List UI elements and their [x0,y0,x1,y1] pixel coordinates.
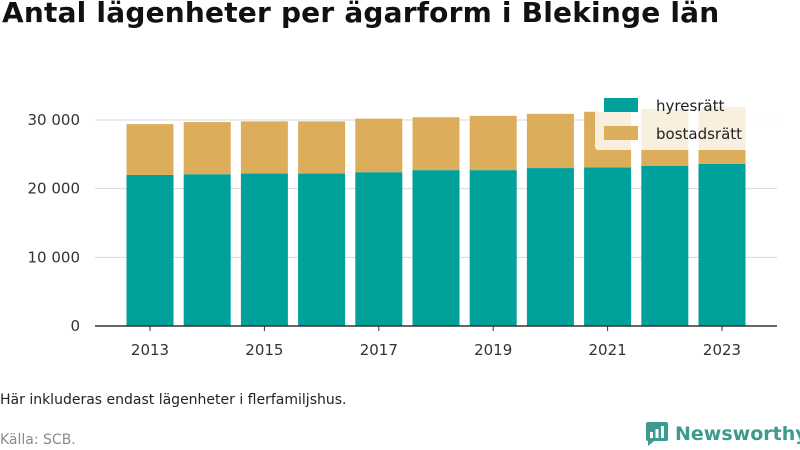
y-axis-tick-labels: 0 10 000 20 000 30 000 [28,111,81,335]
y-tick-label: 30 000 [28,111,81,129]
source-label: Källa: SCB. [0,432,76,448]
bar-bostadsratt-2018 [412,117,460,171]
x-axis-ticks: 2013 2015 2017 2019 2021 2023 [131,326,741,359]
x-tick-label: 2017 [360,341,398,359]
bar-hyresratt-2015 [240,173,288,326]
legend-background [595,86,777,150]
bar-hyresratt-2014 [183,174,231,326]
chart-title: Antal lägenheter per ägarform i Blekinge… [2,0,720,29]
x-tick-label: 2021 [589,341,627,359]
legend-label: bostadsrätt [656,125,742,143]
bar-bostadsratt-2015 [240,121,288,174]
bar-bostadsratt-2014 [183,122,231,175]
x-tick-label: 2015 [245,341,283,359]
legend-label: hyresrätt [656,97,725,115]
bar-hyresratt-2020 [526,168,574,326]
chart-note: Här inkluderas endast lägenheter i flerf… [0,392,347,408]
bar-hyresratt-2013 [126,174,174,326]
y-tick-label: 0 [70,317,80,335]
bar-bostadsratt-2016 [298,121,346,174]
bar-bostadsratt-2017 [355,118,403,173]
bar-hyresratt-2017 [355,172,403,326]
legend: hyresrätt bostadsrätt [595,86,777,150]
bar-bostadsratt-2013 [126,124,174,175]
bars [126,106,746,326]
bar-hyresratt-2016 [298,173,346,326]
legend-swatch-bostadsratt [604,126,638,140]
x-tick-label: 2013 [131,341,169,359]
bar-hyresratt-2018 [412,170,460,326]
legend-swatch-hyresratt [604,98,638,112]
bar-bostadsratt-2019 [469,115,517,171]
bar-hyresratt-2021 [584,167,632,326]
x-tick-label: 2019 [474,341,512,359]
y-tick-label: 10 000 [28,248,81,266]
bar-hyresratt-2022 [641,166,689,326]
bar-bostadsratt-2020 [526,113,574,169]
newsworthy-logo: Newsworthy [645,420,800,448]
bar-hyresratt-2019 [469,170,517,326]
brand-name: Newsworthy [675,423,800,445]
bar-hyresratt-2023 [698,163,746,326]
x-tick-label: 2023 [703,341,741,359]
bar-chart-logo-icon [646,422,668,446]
y-tick-label: 20 000 [28,180,81,198]
